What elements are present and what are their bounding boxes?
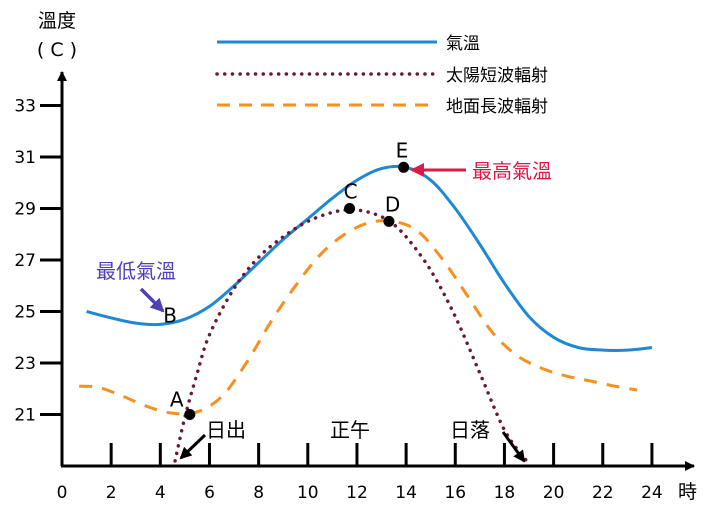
annotation-label: 最低氣溫 [96, 259, 176, 283]
x-tick-label: 22 [592, 483, 614, 503]
legend-label: 氣溫 [446, 34, 480, 54]
x-tick-label: 6 [204, 483, 215, 503]
series-solar-shortwave-line [173, 208, 529, 463]
point-e-marker [398, 161, 410, 173]
annotation-max-temp: 最高氣溫 [410, 159, 552, 183]
series-ground-longwave-line [79, 219, 638, 416]
x-tick-label: 20 [543, 483, 565, 503]
x-tick-label: 4 [155, 483, 166, 503]
x-tick-label: 8 [253, 483, 264, 503]
legend-item-temperature: 氣溫 [217, 34, 480, 54]
x-tick-label: 12 [346, 483, 368, 503]
series-temperature-line [86, 164, 653, 352]
legend-label: 地面長波輻射 [446, 97, 548, 117]
x-tick-label: 14 [395, 483, 417, 503]
y-tick-label: 33 [14, 97, 36, 117]
y-tick-label: 31 [14, 148, 36, 168]
y-tick-label: 21 [14, 406, 36, 426]
legend-item-ground-longwave: 地面長波輻射 [217, 97, 548, 117]
annotation-label: 日出 [206, 418, 246, 442]
x-tick-label: 16 [444, 483, 466, 503]
arrow-icon [501, 431, 526, 463]
point-label-a: A [170, 388, 184, 412]
labeled-points: A B C D E [163, 138, 410, 420]
y-tick-label: 25 [14, 303, 36, 323]
annotation-label: 正午 [330, 418, 370, 442]
point-label-c: C [344, 180, 358, 204]
x-tick-label: 2 [106, 483, 117, 503]
point-label-e: E [396, 138, 409, 162]
y-tick-label: 29 [14, 200, 36, 220]
y-axis-title: 溫度 [38, 10, 76, 32]
annotation-noon: 正午 [330, 418, 370, 442]
x-axis-title: 時 [678, 481, 697, 503]
annotation-label: 日落 [450, 418, 490, 442]
annotation-sunrise: 日出 [179, 418, 246, 460]
y-tick-label: 27 [14, 251, 36, 271]
point-c-marker [344, 203, 356, 214]
y-axis-unit: ( C ) [37, 39, 77, 61]
y-tick-label: 23 [14, 354, 36, 374]
point-a-marker [184, 409, 196, 420]
x-axis-ticks: 0 2 4 6 8 10 12 14 16 18 20 22 24 [57, 443, 663, 503]
arrow-icon [179, 433, 207, 460]
legend: 氣溫 太陽短波輻射 地面長波輻射 [215, 34, 548, 117]
point-label-d: D [385, 192, 400, 216]
point-label-b: B [163, 303, 177, 327]
annotation-sunset: 日落 [450, 418, 526, 463]
legend-label: 太陽短波輻射 [446, 66, 548, 86]
x-tick-label: 0 [57, 483, 68, 503]
y-axis-ticks: 21 23 25 27 29 31 33 [14, 97, 62, 426]
legend-item-solar-shortwave: 太陽短波輻射 [215, 66, 548, 86]
arrow-icon [139, 287, 165, 313]
point-d-marker [383, 215, 395, 227]
annotation-label: 最高氣溫 [472, 159, 552, 183]
annotation-min-temp: 最低氣溫 [96, 259, 176, 313]
x-tick-label: 10 [297, 483, 319, 503]
x-tick-label: 24 [641, 483, 663, 503]
x-tick-label: 18 [494, 483, 516, 503]
